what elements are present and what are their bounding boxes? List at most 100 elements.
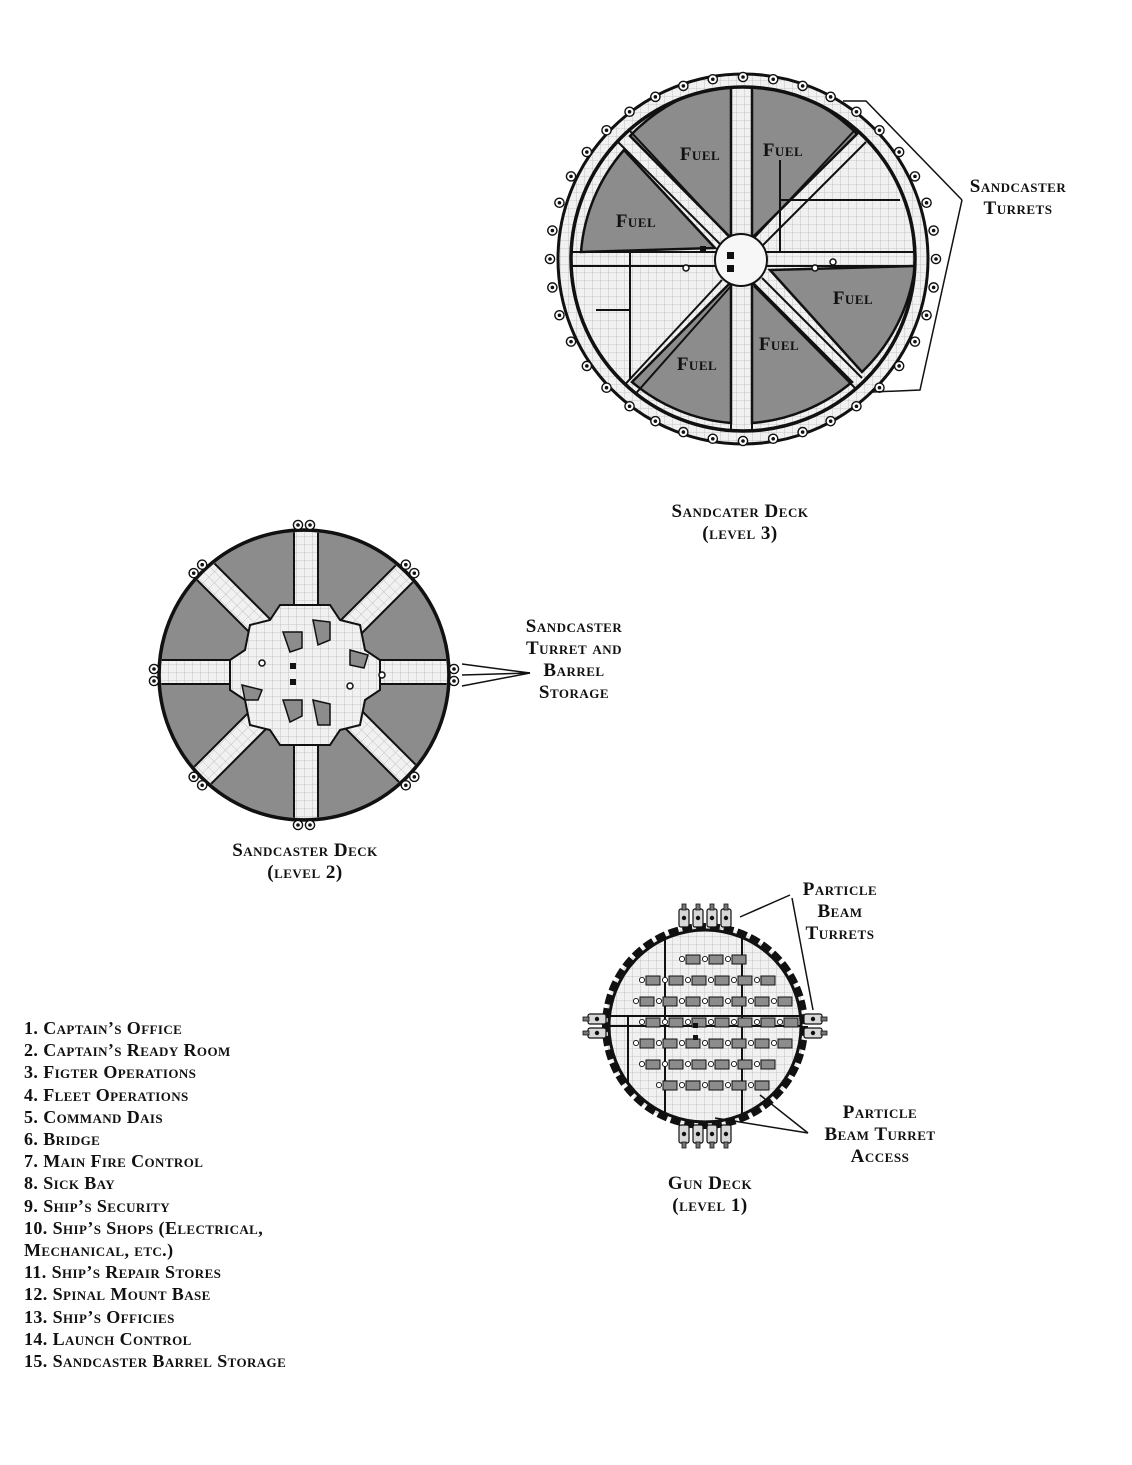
particle-beam-turret-icon <box>678 1124 690 1149</box>
gun-console <box>731 1080 747 1091</box>
legend-item: 12. Spinal Mount Base <box>24 1284 211 1305</box>
gun-console <box>645 975 661 986</box>
sandcaster-turret-icon <box>921 309 932 321</box>
gun-console <box>760 975 776 986</box>
deck2-callout-line-1: Sandcaster <box>525 616 623 637</box>
legend-item: 2. Captain’s Ready Room <box>24 1040 231 1061</box>
particle-beam-turret-icon <box>803 1027 828 1039</box>
sandcaster-turret-icon <box>928 225 939 236</box>
deck1-callout-bottom-line-1: Particle <box>842 1102 918 1123</box>
gunner-seat <box>655 1081 663 1089</box>
gunner-seat <box>724 1039 732 1047</box>
deck1-callout-bottom: Particle Beam Turret Access <box>810 1102 950 1168</box>
gunner-seat <box>678 955 686 963</box>
gunner-seat <box>724 955 732 963</box>
sandcaster-turret-icon <box>400 780 412 791</box>
gun-console <box>737 1017 753 1028</box>
gunner-seat <box>655 997 663 1005</box>
gunner-seat <box>770 997 778 1005</box>
gun-console <box>645 1017 661 1028</box>
gunner-seat <box>747 997 755 1005</box>
sandcaster-turret-icon <box>409 567 420 579</box>
legend-item: 6. Bridge <box>24 1129 101 1150</box>
gun-console <box>639 996 655 1007</box>
deck1-callout-top-line-2: Beam <box>817 901 863 922</box>
sandcaster-turret-icon <box>544 253 556 265</box>
fuel-tank-6 <box>630 278 733 425</box>
gunner-seat <box>678 1081 686 1089</box>
particle-beam-turret-icon <box>720 1124 732 1149</box>
deck1-callout-top: Particle Beam Turrets <box>775 879 905 945</box>
sandcaster-turret-icon <box>825 91 836 103</box>
deck1-consoles <box>632 954 799 1091</box>
gun-console <box>714 1017 730 1028</box>
fuel-label-4: Fuel <box>832 288 874 309</box>
gun-console <box>639 1038 655 1049</box>
legend-item: 4. Fleet Operations <box>24 1084 189 1105</box>
room-legend: 1. Captain’s Office 2. Captain’s Ready R… <box>24 1017 384 1372</box>
gunner-seat <box>747 1039 755 1047</box>
gun-console <box>777 1038 793 1049</box>
gun-console <box>760 1017 776 1028</box>
legend-item: 14. Launch Control <box>24 1328 192 1349</box>
deck3-callout-line-2: Turrets <box>983 198 1053 219</box>
sandcaster-turret-icon <box>797 426 808 438</box>
gun-console <box>708 996 724 1007</box>
gunner-seat <box>638 1060 646 1068</box>
deck3-callout-line-1: Sandcaster <box>969 176 1067 197</box>
gunner-seat <box>707 976 715 984</box>
sandcaster-turret-icon <box>400 559 412 570</box>
gun-console <box>754 996 770 1007</box>
gun-console <box>760 1059 776 1070</box>
sandcaster-turret-icon <box>893 360 905 372</box>
deck2-plan <box>148 519 531 831</box>
particle-beam-turret-icon <box>582 1027 607 1039</box>
deck1-callout-lines <box>714 894 814 1134</box>
legend-item: 8. Sick Bay <box>24 1173 116 1194</box>
gun-console <box>783 1017 799 1028</box>
gunner-seat <box>730 1060 738 1068</box>
gunner-seat <box>655 1039 663 1047</box>
particle-beam-turret-icon <box>706 1124 718 1149</box>
gun-console <box>685 1080 701 1091</box>
gunner-seat <box>638 1018 646 1026</box>
gun-console <box>662 1080 678 1091</box>
gun-console <box>754 1080 770 1091</box>
gunner-seat <box>724 1081 732 1089</box>
gunner-seat <box>707 1060 715 1068</box>
gun-console <box>691 975 707 986</box>
gunner-seat <box>661 1060 669 1068</box>
gunner-seat <box>684 976 692 984</box>
sandcaster-turret-icon <box>624 106 635 118</box>
fuel-label-1: Fuel <box>679 144 721 165</box>
deck3-title-text: Sandcater Deck <box>671 501 809 522</box>
deck2-title-text: Sandcaster Deck <box>232 840 378 861</box>
gun-console <box>691 1017 707 1028</box>
particle-beam-turret-icon <box>803 1013 828 1025</box>
sandcaster-turret-icon <box>409 771 420 783</box>
gun-console <box>754 1038 770 1049</box>
gun-console <box>668 1059 684 1070</box>
legend-item: 9. Ship’s Security <box>24 1195 171 1216</box>
gun-console <box>685 996 701 1007</box>
deck3-callout-lines <box>843 100 963 393</box>
gun-console <box>731 954 747 965</box>
gun-console <box>714 975 730 986</box>
gun-console <box>662 996 678 1007</box>
sandcaster-turret-icon <box>554 309 565 321</box>
gun-console <box>691 1059 707 1070</box>
gunner-seat <box>632 1039 640 1047</box>
gunner-seat <box>638 976 646 984</box>
gunner-seat <box>684 1018 692 1026</box>
deck2-callout-line-4: Storage <box>538 682 610 703</box>
deck1-plan <box>582 894 828 1149</box>
sandcaster-turret-icon <box>581 360 593 372</box>
sandcaster-turret-icon <box>909 171 921 182</box>
sandcaster-turret-icon <box>825 415 836 427</box>
sandcaster-turret-icon <box>547 282 558 293</box>
gunner-seat <box>770 1039 778 1047</box>
sandcaster-turret-icon <box>601 125 612 136</box>
gun-console <box>668 975 684 986</box>
legend-item: 7. Main Fire Control <box>24 1151 204 1172</box>
